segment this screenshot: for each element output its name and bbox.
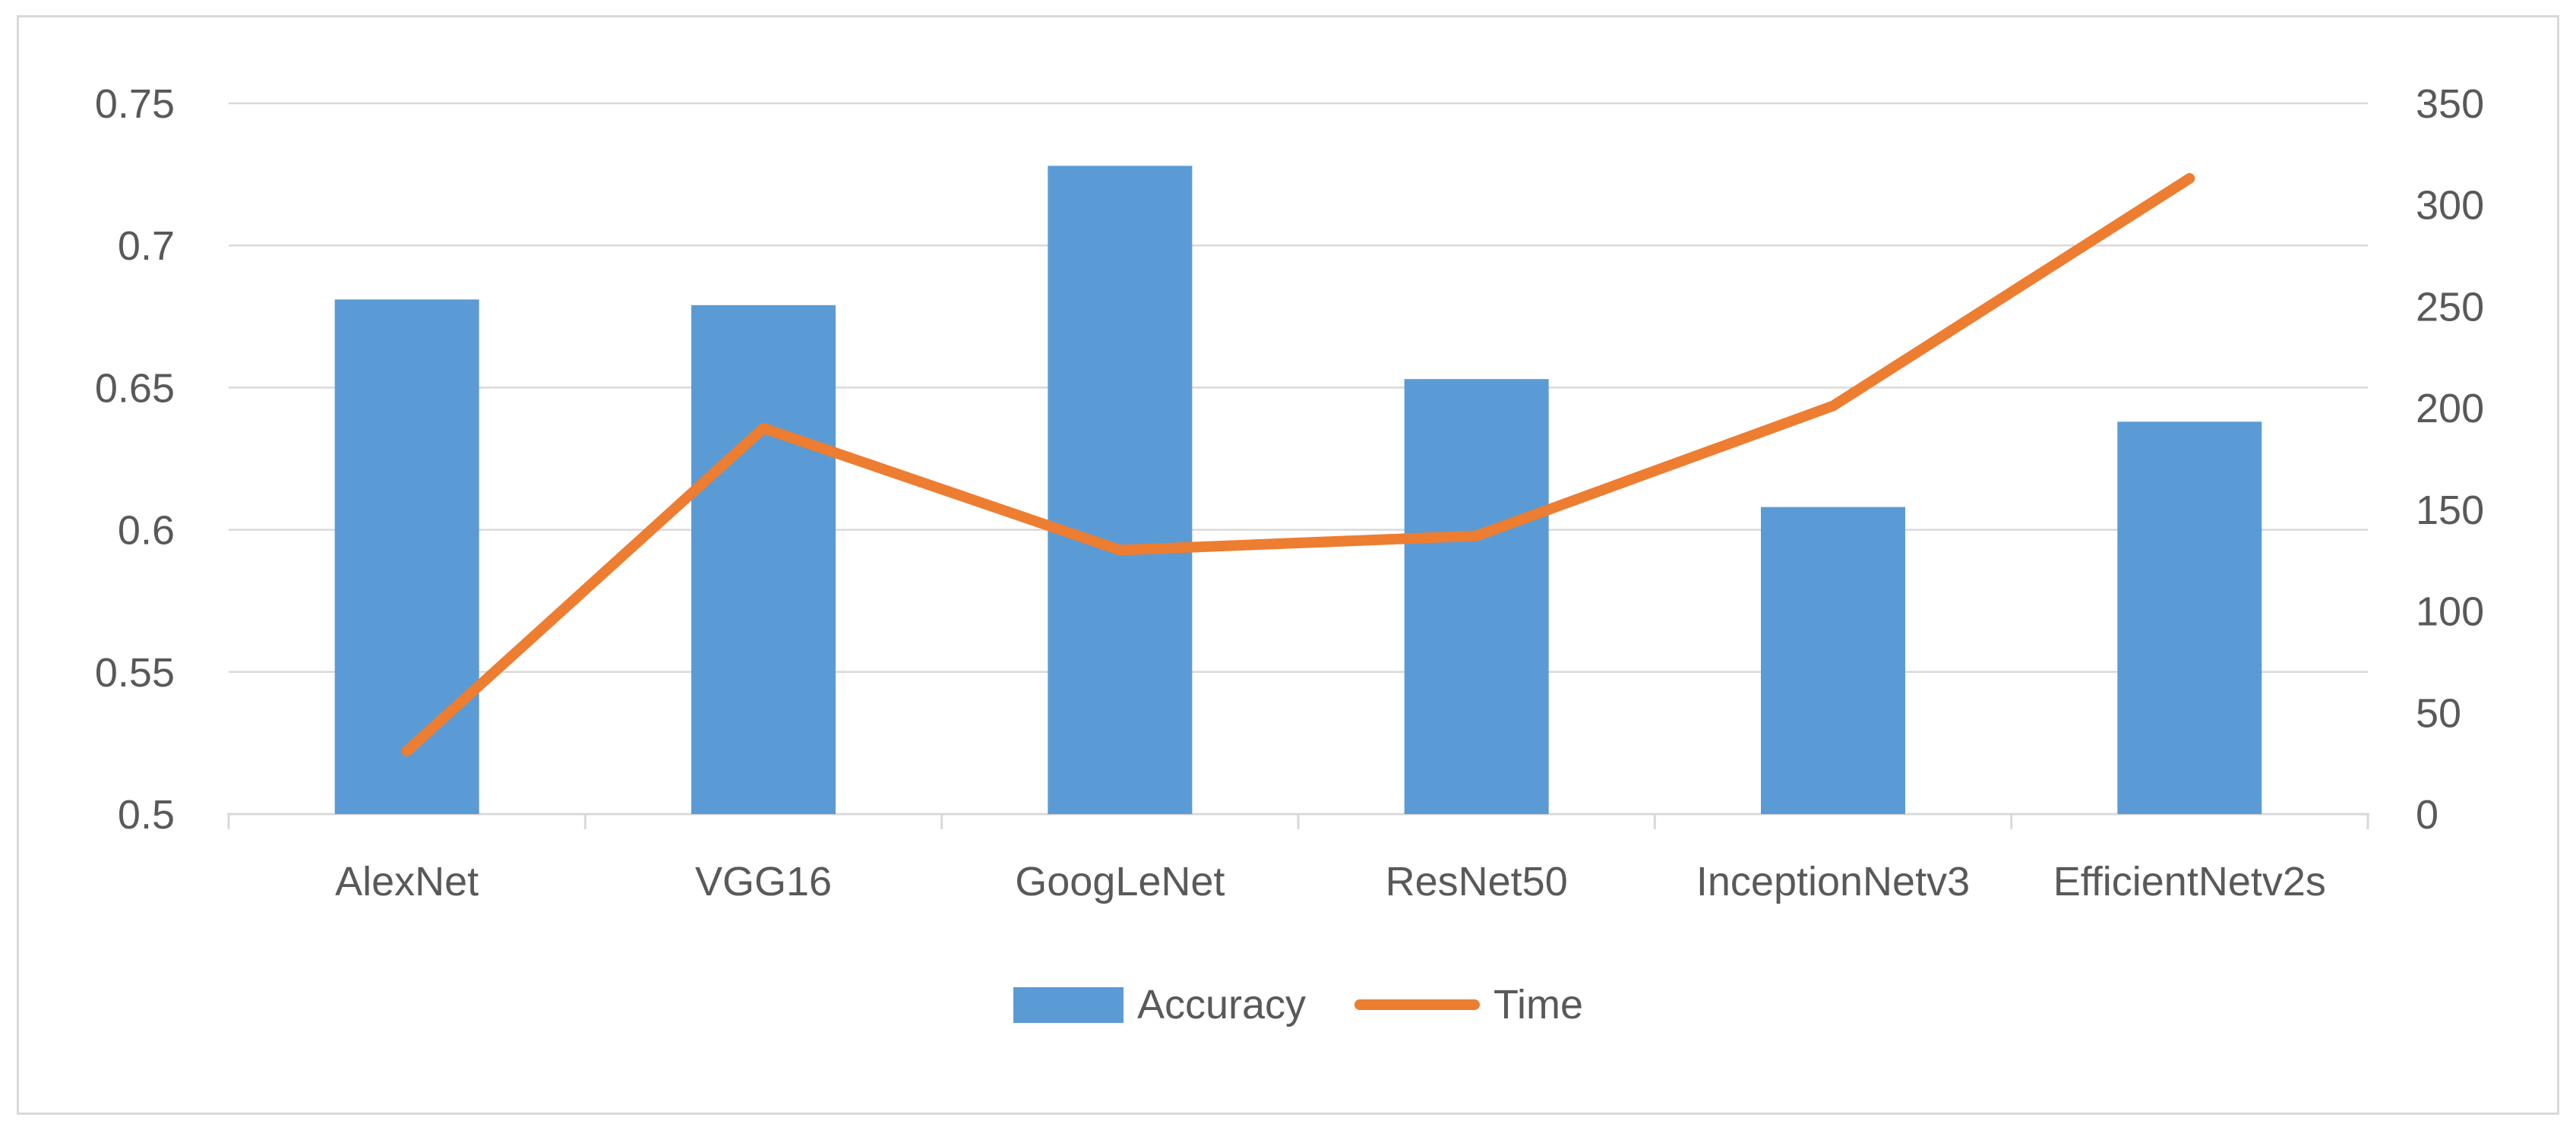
left-axis-tick-label: 0.6 [118, 508, 175, 554]
category-label: ResNet50 [1386, 859, 1568, 904]
right-axis-tick-label: 100 [2416, 589, 2484, 635]
legend-time-label: Time [1493, 982, 1584, 1027]
accuracy-bar [1761, 507, 1905, 814]
accuracy-bar [2117, 421, 2262, 814]
legend-accuracy-label: Accuracy [1136, 982, 1307, 1027]
accuracy-bar [1404, 379, 1549, 815]
accuracy-bar [691, 305, 836, 815]
legend-item-time: Time [1354, 981, 1583, 1028]
right-axis-tick-label: 150 [2416, 488, 2484, 533]
right-axis-tick-label: 50 [2416, 690, 2461, 736]
legend-accuracy-swatch [1013, 986, 1124, 1023]
right-axis-tick-label: 250 [2416, 284, 2484, 330]
category-label: InceptionNetv3 [1696, 859, 1970, 904]
right-axis-tick-label: 200 [2416, 386, 2484, 431]
left-axis-tick-label: 0.55 [95, 650, 175, 696]
legend-time-line-icon [1354, 999, 1481, 1010]
right-axis-tick-label: 350 [2416, 81, 2484, 127]
category-label: GoogLeNet [1015, 859, 1225, 904]
accuracy-bar [334, 299, 479, 814]
accuracy-bar [1048, 166, 1193, 815]
category-label: AlexNet [335, 859, 479, 904]
left-axis-tick-label: 0.75 [95, 81, 175, 127]
time-line [401, 172, 2195, 757]
category-label: EfficientNetv2s [2053, 859, 2326, 904]
legend-item-accuracy: Accuracy [1013, 981, 1306, 1028]
left-axis-tick-label: 0.7 [118, 223, 175, 269]
legend: Accuracy Time [1013, 981, 1583, 1028]
category-label: VGG16 [695, 859, 832, 904]
left-axis-tick-label: 0.5 [118, 792, 175, 838]
left-axis-tick-label: 0.65 [95, 365, 175, 411]
right-axis-tick-label: 0 [2416, 792, 2439, 838]
right-axis-tick-label: 300 [2416, 183, 2484, 229]
